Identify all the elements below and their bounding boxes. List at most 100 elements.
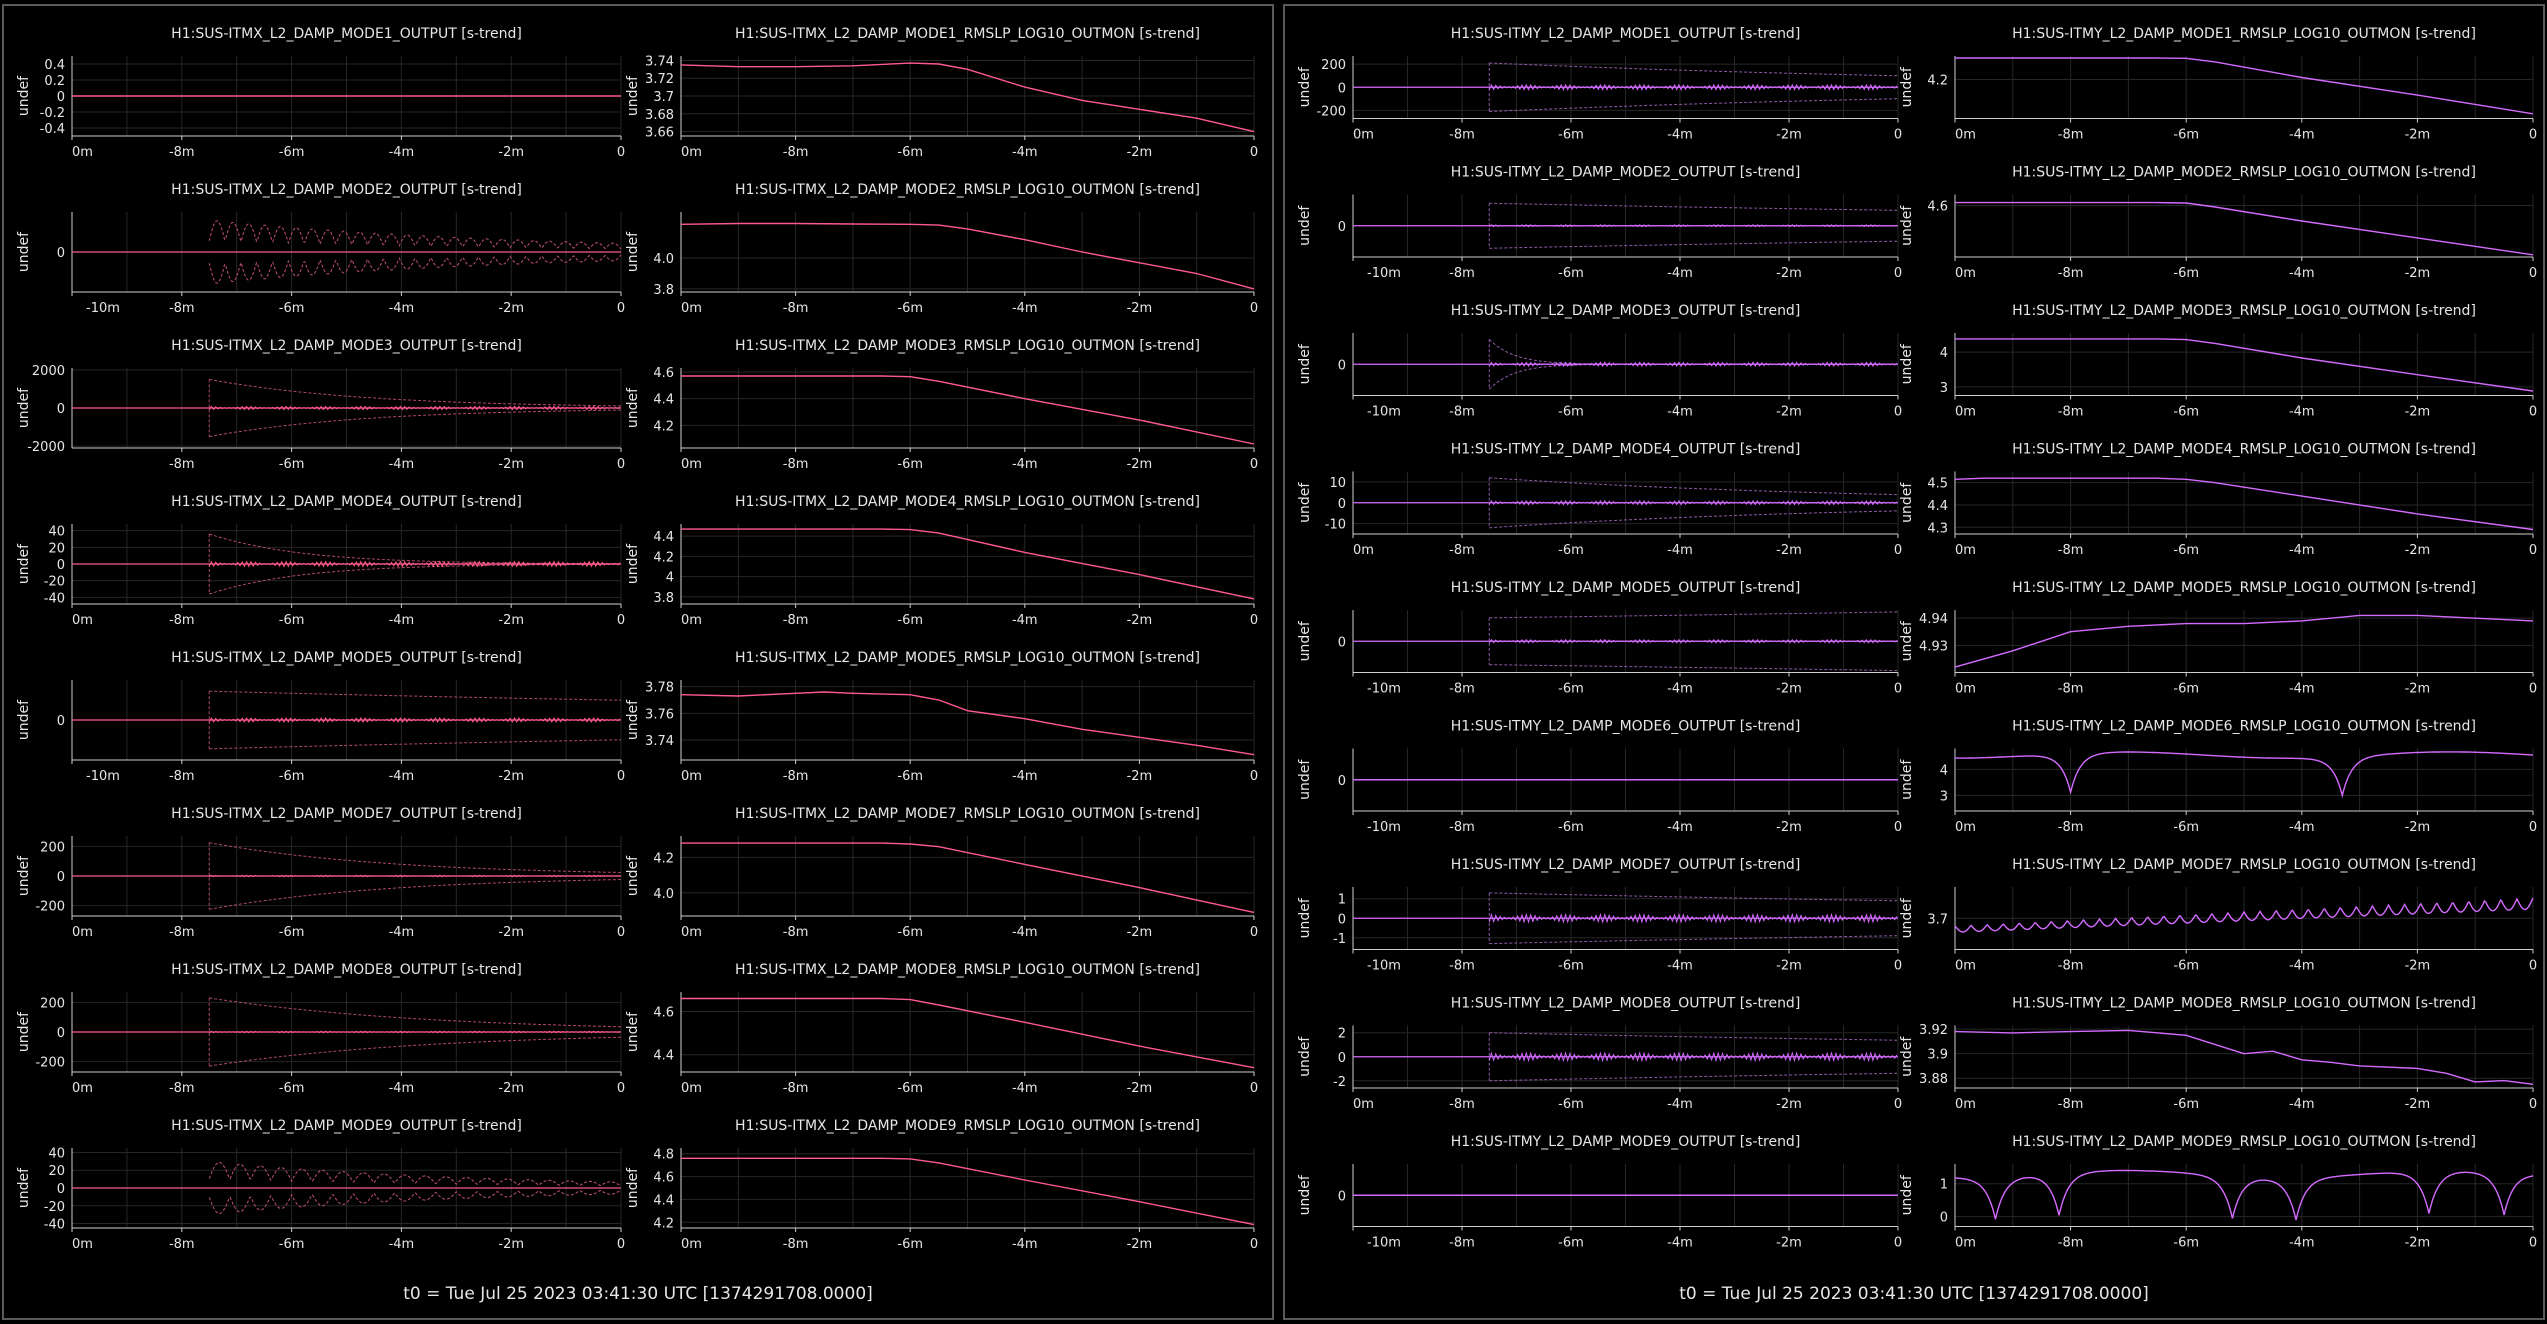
y-tick-label: 3 [1940, 789, 1948, 804]
plot-panel[interactable]: H1:SUS-ITMX_L2_DAMP_MODE2_RMSLP_LOG10_OU… [625, 182, 1258, 316]
plot-panel[interactable]: H1:SUS-ITMX_L2_DAMP_MODE5_OUTPUT [s-tren… [16, 650, 625, 784]
y-tick-label: -40 [44, 1218, 65, 1233]
x-tick-label: -6m [897, 145, 923, 160]
plot-panel[interactable]: H1:SUS-ITMY_L2_DAMP_MODE2_OUTPUT [s-tren… [1297, 165, 1902, 282]
plot-panel[interactable]: H1:SUS-ITMY_L2_DAMP_MODE6_RMSLP_LOG10_OU… [1899, 719, 2537, 836]
plot-panel[interactable]: H1:SUS-ITMX_L2_DAMP_MODE9_RMSLP_LOG10_OU… [625, 1118, 1258, 1252]
x-tick-label: -8m [169, 457, 195, 472]
y-tick-label: -20 [44, 1200, 65, 1215]
series-line [680, 691, 1255, 756]
plot-panel[interactable]: H1:SUS-ITMY_L2_DAMP_MODE7_RMSLP_LOG10_OU… [1899, 857, 2537, 974]
x-tick-label: -6m [897, 457, 923, 472]
y-tick-label: 0 [57, 558, 65, 573]
envelope-min [208, 1189, 622, 1215]
plot-panel[interactable]: H1:SUS-ITMX_L2_DAMP_MODE7_OUTPUT [s-tren… [16, 806, 625, 940]
plot-panel[interactable]: H1:SUS-ITMY_L2_DAMP_MODE4_OUTPUT [s-tren… [1297, 442, 1902, 559]
plot-grid-itmy[interactable]: H1:SUS-ITMY_L2_DAMP_MODE1_OUTPUT [s-tren… [1285, 6, 2543, 1318]
plot-title: H1:SUS-ITMX_L2_DAMP_MODE3_RMSLP_LOG10_OU… [735, 338, 1200, 354]
y-tick-label: 200 [40, 996, 65, 1011]
envelope-max [1489, 1032, 1898, 1041]
x-tick-label: -8m [2058, 1097, 2084, 1112]
plot-grid-itmx[interactable]: H1:SUS-ITMX_L2_DAMP_MODE1_OUTPUT [s-tren… [4, 6, 1272, 1318]
x-tick-label: 0 [1894, 543, 1902, 558]
envelope-max [1489, 892, 1898, 902]
plot-panel[interactable]: H1:SUS-ITMX_L2_DAMP_MODE7_RMSLP_LOG10_OU… [625, 806, 1258, 940]
x-tick-label: 0m [1955, 820, 1976, 835]
plot-window-itmx[interactable]: H1:SUS-ITMX_L2_DAMP_MODE1_OUTPUT [s-tren… [2, 4, 1274, 1320]
x-tick-label: -8m [783, 769, 809, 784]
y-tick-label: 4.5 [1927, 477, 1948, 492]
y-axis-label: undef [16, 231, 32, 272]
x-tick-label: -8m [1449, 128, 1475, 143]
plot-panel[interactable]: H1:SUS-ITMY_L2_DAMP_MODE1_OUTPUT [s-tren… [1297, 26, 1902, 143]
plot-panel[interactable]: H1:SUS-ITMY_L2_DAMP_MODE8_OUTPUT [s-tren… [1297, 996, 1902, 1113]
y-tick-label: 0 [57, 870, 65, 885]
plot-panel[interactable]: H1:SUS-ITMY_L2_DAMP_MODE7_OUTPUT [s-tren… [1297, 857, 1902, 974]
y-tick-label: 4.4 [653, 530, 674, 545]
plot-panel[interactable]: H1:SUS-ITMX_L2_DAMP_MODE1_RMSLP_LOG10_OU… [625, 26, 1258, 160]
x-tick-label: 0 [617, 1081, 625, 1096]
y-tick-label: 3 [1940, 381, 1948, 396]
plot-panel[interactable]: H1:SUS-ITMX_L2_DAMP_MODE3_OUTPUT [s-tren… [16, 338, 625, 472]
plot-panel[interactable]: H1:SUS-ITMX_L2_DAMP_MODE4_RMSLP_LOG10_OU… [625, 494, 1258, 628]
plot-title: H1:SUS-ITMY_L2_DAMP_MODE7_OUTPUT [s-tren… [1451, 857, 1801, 873]
plot-panel[interactable]: H1:SUS-ITMY_L2_DAMP_MODE5_RMSLP_LOG10_OU… [1899, 580, 2537, 697]
y-tick-label: 3.66 [645, 126, 674, 141]
series-line [1955, 57, 2534, 115]
x-tick-label: 0m [1955, 1236, 1976, 1251]
x-tick-label: -2m [2405, 1097, 2431, 1112]
plot-panel[interactable]: H1:SUS-ITMY_L2_DAMP_MODE9_OUTPUT [s-tren… [1297, 1134, 1902, 1251]
y-axis-label: undef [1899, 620, 1915, 661]
x-tick-label: -8m [169, 769, 195, 784]
y-tick-label: 4.6 [653, 1171, 674, 1186]
x-tick-label: 0m [1955, 959, 1976, 974]
plot-panel[interactable]: H1:SUS-ITMX_L2_DAMP_MODE1_OUTPUT [s-tren… [16, 26, 625, 160]
series-oscillation [1488, 912, 1898, 924]
y-tick-label: 4.93 [1919, 639, 1948, 654]
plot-panel[interactable]: H1:SUS-ITMX_L2_DAMP_MODE8_OUTPUT [s-tren… [16, 962, 625, 1096]
y-tick-label: 3.88 [1919, 1072, 1948, 1087]
x-tick-label: -6m [279, 145, 305, 160]
plot-panel[interactable]: H1:SUS-ITMY_L2_DAMP_MODE4_RMSLP_LOG10_OU… [1899, 442, 2537, 559]
x-tick-label: -2m [498, 769, 524, 784]
plot-panel[interactable]: H1:SUS-ITMY_L2_DAMP_MODE9_RMSLP_LOG10_OU… [1899, 1134, 2537, 1251]
plot-panel[interactable]: H1:SUS-ITMX_L2_DAMP_MODE3_RMSLP_LOG10_OU… [625, 338, 1258, 472]
x-tick-label: -4m [1667, 128, 1693, 143]
plot-panel[interactable]: H1:SUS-ITMY_L2_DAMP_MODE3_OUTPUT [s-tren… [1297, 303, 1902, 420]
x-tick-label: 0 [1250, 145, 1258, 160]
y-axis-label: undef [1899, 205, 1915, 246]
x-tick-label: -2m [1127, 1081, 1153, 1096]
y-tick-label: 3.74 [645, 734, 674, 749]
x-tick-label: -8m [2058, 682, 2084, 697]
y-axis-label: undef [16, 1167, 32, 1208]
plot-panel[interactable]: H1:SUS-ITMY_L2_DAMP_MODE1_RMSLP_LOG10_OU… [1899, 26, 2537, 143]
plot-panel[interactable]: H1:SUS-ITMY_L2_DAMP_MODE5_OUTPUT [s-tren… [1297, 580, 1902, 697]
plot-panel[interactable]: H1:SUS-ITMY_L2_DAMP_MODE2_RMSLP_LOG10_OU… [1899, 165, 2537, 282]
envelope-min [1488, 363, 1898, 390]
envelope-min [208, 254, 622, 284]
x-tick-label: -4m [389, 613, 415, 628]
plot-panel[interactable]: H1:SUS-ITMX_L2_DAMP_MODE4_OUTPUT [s-tren… [16, 494, 625, 628]
plot-panel[interactable]: H1:SUS-ITMY_L2_DAMP_MODE3_RMSLP_LOG10_OU… [1899, 303, 2537, 420]
y-tick-label: 4.4 [653, 1049, 674, 1064]
t0-label: t0 = Tue Jul 25 2023 03:41:30 UTC [13742… [403, 1284, 873, 1304]
x-tick-label: -4m [1667, 1097, 1693, 1112]
plot-panel[interactable]: H1:SUS-ITMX_L2_DAMP_MODE8_RMSLP_LOG10_OU… [625, 962, 1258, 1096]
x-tick-label: 0 [2529, 959, 2537, 974]
x-tick-label: -4m [1012, 925, 1038, 940]
plot-panel[interactable]: H1:SUS-ITMX_L2_DAMP_MODE9_OUTPUT [s-tren… [16, 1118, 625, 1252]
x-tick-label: -6m [2173, 1097, 2199, 1112]
plot-panel[interactable]: H1:SUS-ITMY_L2_DAMP_MODE6_OUTPUT [s-tren… [1297, 719, 1902, 836]
plot-title: H1:SUS-ITMY_L2_DAMP_MODE9_RMSLP_LOG10_OU… [2012, 1134, 2476, 1150]
plot-panel[interactable]: H1:SUS-ITMX_L2_DAMP_MODE5_RMSLP_LOG10_OU… [625, 650, 1258, 784]
plot-panel[interactable]: H1:SUS-ITMY_L2_DAMP_MODE8_RMSLP_LOG10_OU… [1899, 996, 2537, 1113]
plot-panel[interactable]: H1:SUS-ITMX_L2_DAMP_MODE2_OUTPUT [s-tren… [16, 182, 625, 316]
y-tick-label: 0 [57, 1182, 65, 1197]
x-tick-label: 0 [617, 925, 625, 940]
x-tick-label: -2m [2405, 543, 2431, 558]
series-oscillation [208, 560, 621, 568]
series-line [1955, 338, 2534, 392]
x-tick-label: 0m [1955, 682, 1976, 697]
plot-window-itmy[interactable]: H1:SUS-ITMY_L2_DAMP_MODE1_OUTPUT [s-tren… [1283, 4, 2545, 1320]
y-axis-label: undef [16, 387, 32, 428]
